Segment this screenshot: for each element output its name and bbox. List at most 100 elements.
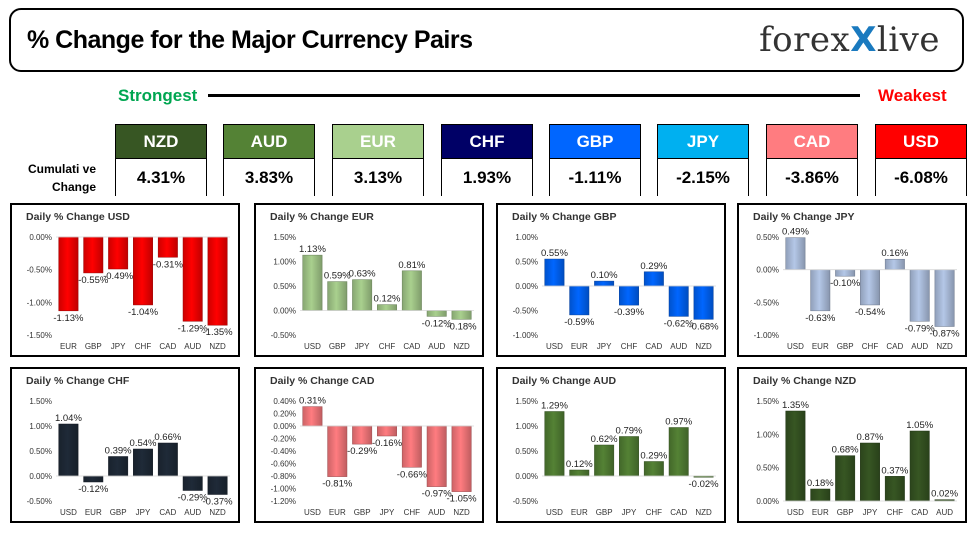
x-tick-label: AUD xyxy=(184,342,201,351)
y-tick-label: 1.50% xyxy=(273,233,296,242)
x-tick-label: EUR xyxy=(60,342,77,351)
bar-jpy xyxy=(619,436,639,477)
bar-usd xyxy=(58,423,79,477)
x-tick-label: NZD xyxy=(209,342,226,351)
data-label: 0.10% xyxy=(591,270,618,281)
data-label: 0.29% xyxy=(640,451,667,462)
chart-panel-1: Daily % Change USD 0.00% -0.50% -1.00% -1.50… xyxy=(10,203,240,357)
y-tick-label: 0.40% xyxy=(273,397,296,406)
page-title: % Change for the Major Currency Pairs xyxy=(27,26,473,54)
bar-eur xyxy=(810,269,831,312)
y-tick-label: -0.50% xyxy=(27,266,52,275)
y-tick-label: -1.00% xyxy=(271,485,296,494)
bar-jpy xyxy=(860,442,880,502)
x-tick-label: CHF xyxy=(887,508,904,517)
bar-gbp xyxy=(835,455,856,502)
cumulative-cell-aud: AUD 3.83% xyxy=(223,124,315,197)
x-tick-label: JPY xyxy=(622,508,637,517)
x-tick-label: NZD xyxy=(936,342,953,351)
chart-title: Daily % Change USD xyxy=(26,211,130,223)
x-tick-label: JPY xyxy=(597,342,612,351)
bar-gbp xyxy=(108,456,129,477)
y-tick-label: 1.00% xyxy=(273,258,296,267)
bar-chf xyxy=(860,269,880,306)
y-tick-label: -1.00% xyxy=(27,298,52,307)
data-label: -0.39% xyxy=(614,307,645,318)
bar-aud xyxy=(668,285,689,317)
bar-jpy xyxy=(377,425,397,437)
bar-nzd xyxy=(207,236,228,326)
bar-eur xyxy=(327,425,348,477)
strongest-label: Strongest xyxy=(118,86,198,105)
cumulative-value: -6.08% xyxy=(876,159,966,197)
y-tick-label: -0.50% xyxy=(513,307,538,316)
chart-svg: Daily % Change GBP 1.00% 0.50% 0.00% -0.50% -… xyxy=(512,211,719,351)
currency-name: EUR xyxy=(333,125,423,159)
x-tick-label: CHF xyxy=(646,508,663,517)
x-tick-label: GBP xyxy=(596,508,613,517)
data-label: -1.29% xyxy=(178,323,209,334)
data-label: -0.66% xyxy=(397,469,428,480)
currency-name: CAD xyxy=(767,125,857,159)
y-tick-label: -0.60% xyxy=(271,460,296,469)
cumulative-cell-chf: CHF 1.93% xyxy=(441,124,533,197)
y-tick-label: 0.50% xyxy=(515,258,538,267)
cumulative-cell-gbp: GBP -1.11% xyxy=(549,124,641,197)
bar-gbp xyxy=(835,269,856,277)
bar-chf xyxy=(884,476,905,502)
chart-panel-2: Daily % Change EUR 1.50% 1.00% 0.50% 0.00% -0… xyxy=(254,203,484,357)
chart-svg: Daily % Change USD 0.00% -0.50% -1.00% -1.50… xyxy=(26,211,234,351)
bar-nzd xyxy=(693,285,714,320)
x-tick-label: GBP xyxy=(837,508,854,517)
data-label: 1.29% xyxy=(541,401,568,412)
bar-cad xyxy=(668,427,689,477)
bar-usd xyxy=(785,410,806,502)
chart-title: Daily % Change EUR xyxy=(270,211,374,223)
x-tick-label: GBP xyxy=(837,342,854,351)
y-tick-label: 0.50% xyxy=(29,447,52,456)
cumulative-value: -1.11% xyxy=(550,159,640,197)
x-tick-label: AUD xyxy=(911,342,928,351)
y-tick-label: -0.80% xyxy=(271,472,296,481)
cumulative-cell-jpy: JPY -2.15% xyxy=(657,124,749,197)
data-label: 0.12% xyxy=(566,459,593,470)
x-tick-label: GBP xyxy=(354,508,371,517)
x-tick-label: CAD xyxy=(159,508,176,517)
y-tick-label: 0.00% xyxy=(756,266,779,275)
cumulative-value: 3.13% xyxy=(333,159,423,197)
data-label: 0.81% xyxy=(398,260,425,271)
data-label: -0.49% xyxy=(103,271,134,282)
y-tick-label: 1.00% xyxy=(515,233,538,242)
y-tick-label: -1.00% xyxy=(754,331,779,340)
bar-cad xyxy=(157,442,178,477)
bar-nzd xyxy=(451,310,472,320)
y-tick-label: 0.00% xyxy=(756,497,779,506)
x-tick-label: JPY xyxy=(111,342,126,351)
cumulative-value: 4.31% xyxy=(116,159,206,197)
bar-gbp xyxy=(327,281,348,311)
bar-cad xyxy=(401,270,422,311)
data-label: -0.54% xyxy=(855,307,886,318)
x-tick-label: AUD xyxy=(936,508,953,517)
bar-usd xyxy=(544,411,565,477)
chart-panel-5: Daily % Change CHF 1.50% 1.00% 0.50% 0.00% -0… xyxy=(10,367,240,523)
cumulative-cell-nzd: NZD 4.31% xyxy=(115,124,207,197)
x-tick-label: AUD xyxy=(184,508,201,517)
bar-gbp xyxy=(594,444,615,477)
x-tick-label: NZD xyxy=(453,342,470,351)
x-tick-label: AUD xyxy=(428,508,445,517)
chart-title: Daily % Change CAD xyxy=(270,375,375,387)
data-label: 1.05% xyxy=(906,420,933,431)
data-label: 0.29% xyxy=(640,261,667,272)
data-label: 1.04% xyxy=(55,413,82,424)
data-label: 0.02% xyxy=(931,489,958,500)
data-label: 0.18% xyxy=(807,478,834,489)
x-tick-label: AUD xyxy=(670,342,687,351)
x-tick-label: EUR xyxy=(812,508,829,517)
bar-chf xyxy=(133,236,153,306)
data-label: -1.35% xyxy=(203,327,234,338)
y-tick-label: 1.50% xyxy=(515,397,538,406)
currency-name: JPY xyxy=(658,125,748,159)
data-label: 0.97% xyxy=(665,417,692,428)
bar-jpy xyxy=(133,448,153,477)
